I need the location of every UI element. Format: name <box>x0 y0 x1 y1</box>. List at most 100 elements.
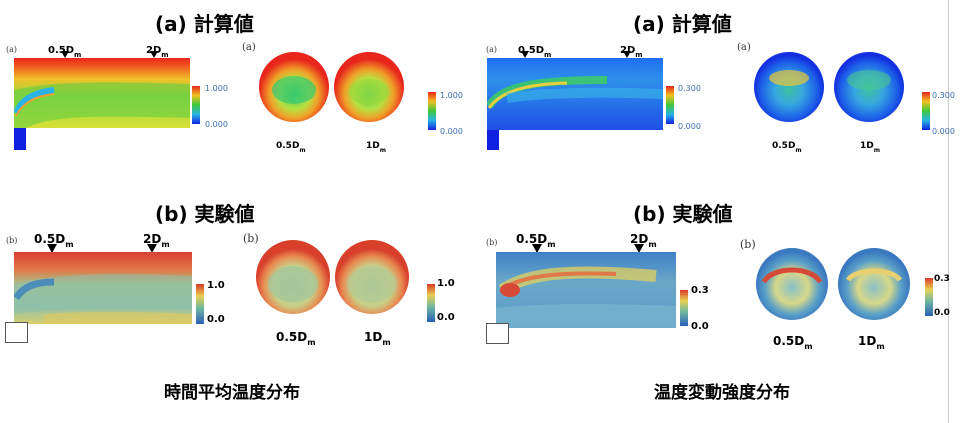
marker-sub: m <box>161 51 169 60</box>
right-sim-contour <box>487 58 663 150</box>
left-sim-disc-label-1: 0.5Dm <box>276 133 306 154</box>
marker-label: 0.5D <box>516 232 548 246</box>
left-sim-colorbar <box>192 86 200 128</box>
right-exp-circle-colorbar <box>925 278 933 320</box>
disc-sub: m <box>804 342 813 352</box>
right-exp-scale-min: 0.0 <box>691 321 709 332</box>
disc-label: 1D <box>860 141 874 151</box>
left-sim-heading: (a) 計算値 <box>155 12 254 36</box>
disc-label: 0.5D <box>276 330 308 344</box>
left-exp-disc-label-1: 0.5Dm <box>276 326 316 347</box>
disc-sub: m <box>379 147 386 155</box>
right-exp-marker-2: 2Dm <box>630 228 657 251</box>
disc-sub: m <box>299 147 306 155</box>
left-sim-marker-1: 0.5Dm <box>48 38 81 60</box>
right-exp-inlet-box <box>486 323 509 344</box>
left-sim-circle-colorbar <box>428 92 436 134</box>
marker-2-triangle <box>634 244 644 253</box>
right-sim-disc-label-1: 0.5Dm <box>772 133 802 154</box>
left-exp-discs <box>256 240 409 314</box>
right-sim-colorbar <box>666 86 674 128</box>
left-sim-scale-min: 0.000 <box>205 120 228 129</box>
left-sim-circle-tag: (a) <box>242 42 256 53</box>
disc-label: 1D <box>364 330 383 344</box>
right-sim-scale-min: 0.000 <box>678 122 701 131</box>
right-sim-circle-colorbar <box>922 92 930 134</box>
marker-sub: m <box>65 240 74 250</box>
right-exp-tag: (b) <box>486 238 498 247</box>
left-exp-colorbar <box>196 284 204 328</box>
left-caption: 時間平均温度分布 <box>164 383 300 403</box>
left-exp-marker-2: 2Dm <box>143 228 170 251</box>
disc-sub: m <box>307 338 316 348</box>
left-exp-tag: (b) <box>6 236 18 245</box>
left-sim-marker-2: 2Dm <box>146 38 169 60</box>
right-exp-discs <box>756 248 910 320</box>
right-sim-disc-label-2: 1Dm <box>860 133 880 154</box>
right-exp-disc-label-2: 1Dm <box>858 330 885 351</box>
right-exp-disc-label-1: 0.5Dm <box>773 330 813 351</box>
right-exp-heading: (b) 実験値 <box>633 202 733 226</box>
left-sim-circle-scale-min: 0.000 <box>440 127 463 136</box>
marker-sub: m <box>74 51 82 60</box>
left-sim-contour <box>14 58 190 150</box>
left-sim-discs <box>259 52 404 122</box>
right-sim-tag: (a) <box>486 45 498 54</box>
marker-2-triangle <box>623 51 631 58</box>
right-exp-circle-tag: (b) <box>740 238 756 251</box>
left-exp-disc-label-2: 1Dm <box>364 326 391 347</box>
right-exp-colorbar <box>680 290 688 330</box>
disc-sub: m <box>382 338 391 348</box>
marker-1-triangle <box>532 244 542 253</box>
left-sim-scale-max: 1.000 <box>205 84 228 93</box>
left-exp-contour <box>14 252 192 324</box>
marker-label: 0.5D <box>48 45 75 56</box>
right-sim-circle-tag: (a) <box>737 42 751 53</box>
right-caption: 温度変動強度分布 <box>654 383 790 403</box>
left-exp-marker-1: 0.5Dm <box>34 228 74 251</box>
left-exp-heading: (b) 実験値 <box>155 202 255 226</box>
disc-label: 0.5D <box>276 141 300 151</box>
right-sim-heading: (a) 計算値 <box>633 12 732 36</box>
left-sim-disc-label-2: 1Dm <box>366 133 386 154</box>
marker-label: 2D <box>630 232 649 246</box>
left-exp-circle-tag: (b) <box>243 232 259 245</box>
disc-sub: m <box>795 147 802 155</box>
right-sim-marker-1: 0.5Dm <box>518 38 551 60</box>
left-exp-scale-min: 0.0 <box>207 314 225 325</box>
marker-sub: m <box>161 240 170 250</box>
left-exp-circle-colorbar <box>427 284 435 326</box>
marker-label: 0.5D <box>518 45 545 56</box>
marker-label: 0.5D <box>34 232 66 246</box>
marker-2-triangle <box>147 244 157 253</box>
right-sim-discs <box>754 52 904 122</box>
left-exp-circle-scale-max: 1.0 <box>437 278 455 289</box>
disc-label: 1D <box>858 334 877 348</box>
marker-2-triangle <box>150 51 158 58</box>
left-exp-scale-max: 1.0 <box>207 280 225 291</box>
left-exp-inlet-box <box>5 322 28 343</box>
left-exp-circle-scale-min: 0.0 <box>437 312 455 323</box>
disc-label: 0.5D <box>772 141 796 151</box>
disc-sub: m <box>876 342 885 352</box>
right-exp-scale-max: 0.3 <box>691 285 709 296</box>
right-sim-circle-scale-min: 0.000 <box>932 127 955 136</box>
disc-sub: m <box>873 147 880 155</box>
right-border <box>948 0 949 423</box>
marker-sub: m <box>635 51 643 60</box>
disc-label: 1D <box>366 141 380 151</box>
right-exp-contour <box>496 252 676 328</box>
marker-1-triangle <box>47 244 57 253</box>
marker-1-triangle <box>521 51 529 58</box>
right-exp-circle-scale-max: 0.3 <box>934 274 950 284</box>
marker-sub: m <box>547 240 556 250</box>
marker-1-triangle <box>61 51 69 58</box>
marker-label: 2D <box>143 232 162 246</box>
marker-sub: m <box>544 51 552 60</box>
left-sim-tag: (a) <box>6 45 18 54</box>
right-sim-marker-2: 2Dm <box>620 38 643 60</box>
right-exp-marker-1: 0.5Dm <box>516 228 556 251</box>
right-sim-circle-scale-max: 0.300 <box>932 91 955 100</box>
left-sim-circle-scale-max: 1.000 <box>440 91 463 100</box>
disc-label: 0.5D <box>773 334 805 348</box>
